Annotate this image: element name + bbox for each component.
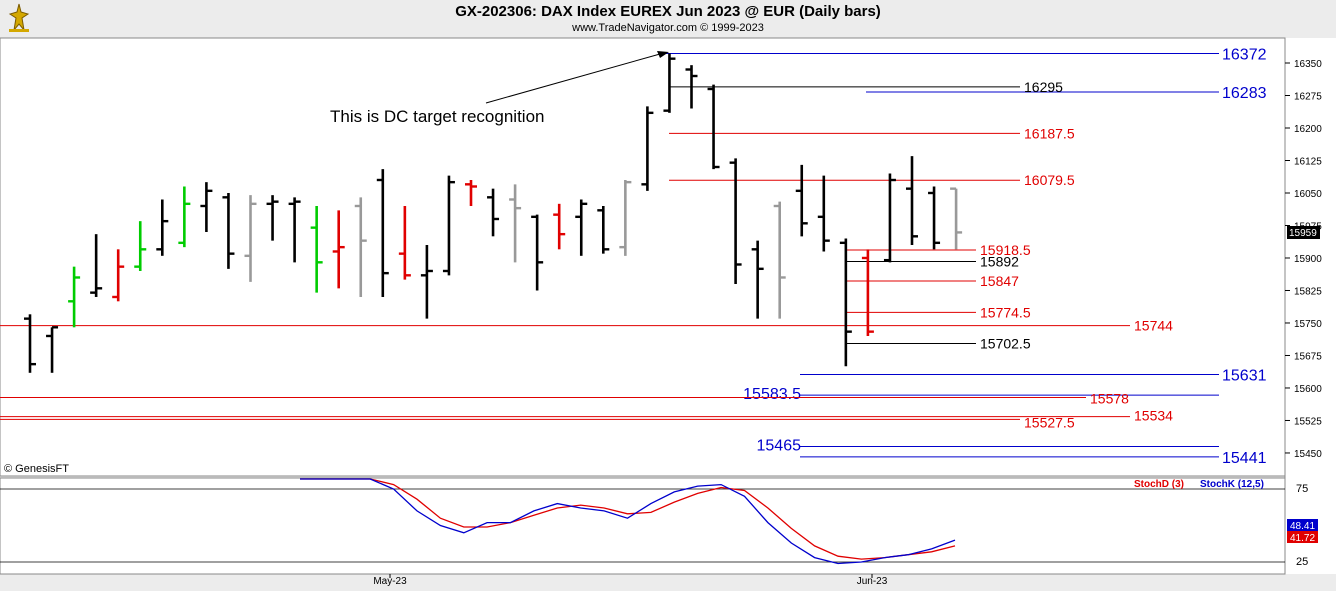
blue-level-label: 15631 bbox=[1222, 368, 1267, 385]
stoch-panel bbox=[0, 477, 1286, 575]
price-tick-label: 16125 bbox=[1294, 156, 1322, 167]
annotation-arrow bbox=[485, 53, 661, 104]
black-level-label: 15702.5 bbox=[980, 336, 1031, 352]
chart-subtitle: www.TradeNavigator.com © 1999-2023 bbox=[572, 22, 764, 34]
price-tick-label: 15450 bbox=[1294, 449, 1322, 460]
price-tick-label: 15675 bbox=[1294, 351, 1322, 362]
red-level-label: 15918.5 bbox=[980, 242, 1031, 258]
price-tick-label: 15750 bbox=[1294, 319, 1322, 330]
price-tick-label: 16350 bbox=[1294, 59, 1322, 70]
red-level-label: 16079.5 bbox=[1024, 172, 1075, 188]
red-level-label: 16187.5 bbox=[1024, 125, 1075, 141]
stoch-d-legend: StochD (3) bbox=[1134, 479, 1184, 490]
target-levels: 16372 16283 15631 15583.5 15465 15441 16187.5 1… bbox=[0, 46, 1267, 467]
stoch-k-line bbox=[300, 478, 956, 565]
price-bars bbox=[24, 53, 963, 373]
price-tick-label: 15900 bbox=[1294, 254, 1322, 265]
price-tick-label: 16275 bbox=[1294, 91, 1322, 102]
stoch-k-legend: StochK (12,5) bbox=[1200, 479, 1264, 490]
date-label-jun: Jun-23 bbox=[857, 576, 888, 587]
red-level-label: 15527.5 bbox=[1024, 414, 1075, 430]
price-axis-panel bbox=[1285, 38, 1336, 574]
annotation-text: This is DC target recognition bbox=[330, 107, 544, 126]
price-tick-label: 15825 bbox=[1294, 286, 1322, 297]
stochastic-lines bbox=[300, 478, 956, 565]
red-level-label: 15847 bbox=[980, 273, 1019, 289]
price-tick-label: 16050 bbox=[1294, 189, 1322, 200]
red-level-label: 15578 bbox=[1090, 391, 1129, 407]
date-label-may: May-23 bbox=[373, 576, 407, 587]
stoch-d-value: 41.72 bbox=[1290, 533, 1315, 544]
blue-level-label: 16283 bbox=[1222, 85, 1267, 102]
blue-level-label: 15583.5 bbox=[743, 386, 801, 403]
stoch-d-line bbox=[300, 478, 956, 560]
arrow-head-icon bbox=[657, 51, 669, 58]
red-level-label: 15774.5 bbox=[980, 304, 1031, 320]
chart-title: GX-202306: DAX Index EUREX Jun 2023 @ EU… bbox=[455, 3, 881, 20]
black-level-label: 16295 bbox=[1024, 79, 1063, 95]
red-level-label: 15744 bbox=[1134, 318, 1173, 334]
stoch-tick-25: 25 bbox=[1296, 556, 1308, 568]
blue-level-label: 15465 bbox=[757, 437, 802, 454]
copyright-text: © GenesisFT bbox=[4, 463, 69, 475]
price-tick-label: 15600 bbox=[1294, 384, 1322, 395]
price-tick-label: 16200 bbox=[1294, 124, 1322, 135]
chart-header: GX-202306: DAX Index EUREX Jun 2023 @ EU… bbox=[0, 0, 1336, 38]
price-tick-label: 15525 bbox=[1294, 416, 1322, 427]
stoch-d-value-box bbox=[1287, 531, 1318, 543]
stoch-tick-75: 75 bbox=[1296, 483, 1308, 495]
blue-level-label: 16372 bbox=[1222, 46, 1267, 63]
genesis-logo-icon bbox=[8, 3, 30, 32]
red-level-label: 15534 bbox=[1134, 408, 1173, 424]
last-price-box bbox=[1287, 226, 1320, 239]
last-price-label: 15959 bbox=[1289, 228, 1317, 239]
price-panel bbox=[0, 37, 1286, 477]
stoch-k-value-box bbox=[1287, 519, 1318, 531]
blue-level-label: 15441 bbox=[1222, 450, 1267, 467]
black-level-label: 15892 bbox=[980, 253, 1019, 269]
stoch-k-value: 48.41 bbox=[1290, 521, 1315, 532]
